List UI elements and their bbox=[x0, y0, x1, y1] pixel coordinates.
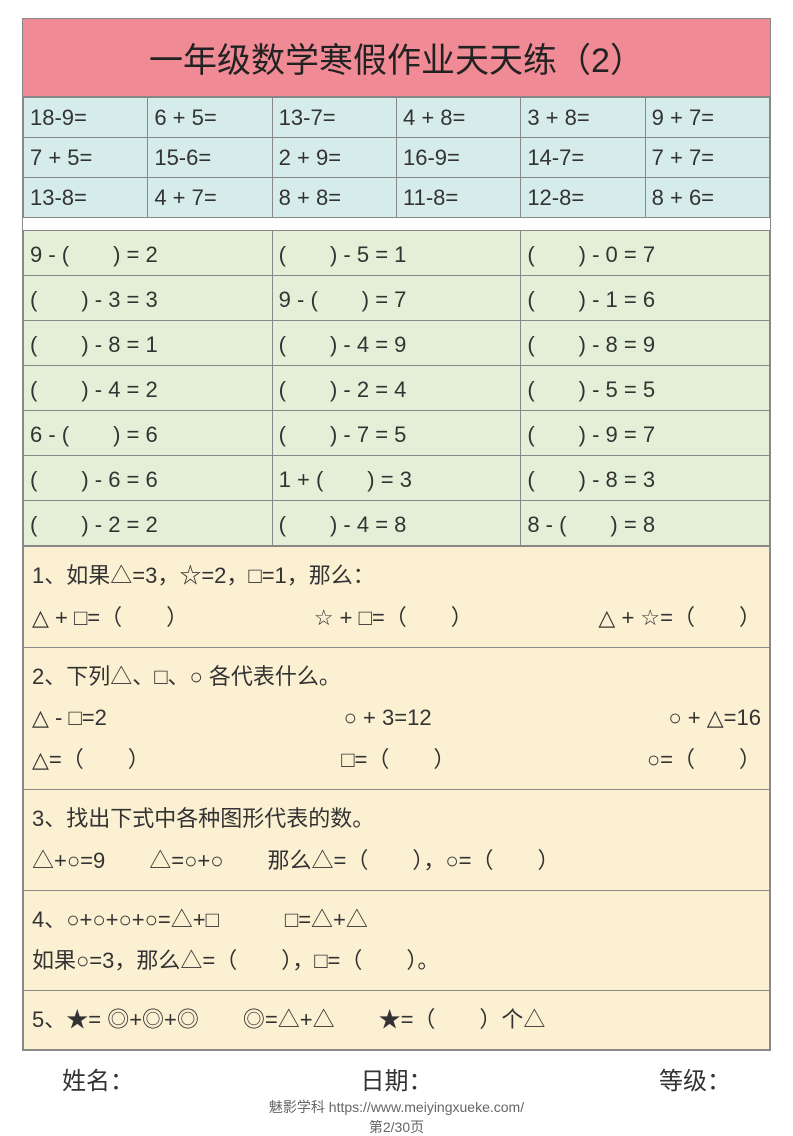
arith-cell: 3 + 8= bbox=[521, 98, 645, 138]
arith-cell: 7 + 7= bbox=[645, 138, 769, 178]
p2-eq: ○ + 3=12 bbox=[344, 697, 432, 739]
arith-cell: 13-8= bbox=[24, 178, 148, 218]
fill-cell: ( ) - 6 = 6 bbox=[24, 456, 273, 501]
p4-line1: 4、○+○+○+○=△+□ □=△+△ bbox=[32, 899, 761, 941]
fill-cell: ( ) - 2 = 2 bbox=[24, 501, 273, 546]
word-problems: 1、如果△=3，☆=2，□=1，那么： △ + □=（ ） ☆ + □=（ ） … bbox=[23, 546, 770, 1050]
arith-cell: 11-8= bbox=[396, 178, 520, 218]
arith-cell: 7 + 5= bbox=[24, 138, 148, 178]
arith-cell: 16-9= bbox=[396, 138, 520, 178]
worksheet: 一年级数学寒假作业天天练（2） 18-9= 6 + 5= 13-7= 4 + 8… bbox=[22, 18, 771, 1051]
p4-line2: 如果○=3，那么△=（ ），□=（ ）。 bbox=[32, 940, 761, 982]
footer-page: 第2/30页 bbox=[22, 1118, 771, 1136]
fill-cell: ( ) - 8 = 9 bbox=[521, 321, 770, 366]
arith-cell: 4 + 8= bbox=[396, 98, 520, 138]
p2-prompt: 2、下列△、□、○ 各代表什么。 bbox=[32, 656, 761, 698]
p1-item: △ + □=（ ） bbox=[32, 597, 188, 639]
p3-prompt: 3、找出下式中各种图形代表的数。 bbox=[32, 798, 761, 840]
fill-cell: ( ) - 7 = 5 bbox=[272, 411, 521, 456]
fill-cell: ( ) - 4 = 9 bbox=[272, 321, 521, 366]
p3-line: △+○=9 △=○+○ 那么△=（ ），○=（ ） bbox=[32, 840, 761, 882]
fill-cell: ( ) - 8 = 1 bbox=[24, 321, 273, 366]
fill-cell: ( ) - 9 = 7 bbox=[521, 411, 770, 456]
fill-cell: ( ) - 3 = 3 bbox=[24, 276, 273, 321]
p2-ans: □=（ ） bbox=[341, 739, 455, 781]
arith-cell: 9 + 7= bbox=[645, 98, 769, 138]
p1-prompt: 1、如果△=3，☆=2，□=1，那么： bbox=[32, 555, 761, 597]
footer-name: 姓名： bbox=[62, 1061, 134, 1096]
fill-cell: ( ) - 2 = 4 bbox=[272, 366, 521, 411]
p2-eq: △ - □=2 bbox=[32, 697, 107, 739]
footer-source: 魅影学科 https://www.meiyingxueke.com/ bbox=[22, 1098, 771, 1116]
fill-cell: 9 - ( ) = 7 bbox=[272, 276, 521, 321]
fillblank-table: 9 - ( ) = 2 ( ) - 5 = 1 ( ) - 0 = 7 ( ) … bbox=[23, 230, 770, 546]
fill-cell: ( ) - 0 = 7 bbox=[521, 231, 770, 276]
p2-ans: ○=（ ） bbox=[647, 739, 761, 781]
problem-1: 1、如果△=3，☆=2，□=1，那么： △ + □=（ ） ☆ + □=（ ） … bbox=[24, 547, 770, 648]
fill-cell: ( ) - 4 = 2 bbox=[24, 366, 273, 411]
arith-cell: 18-9= bbox=[24, 98, 148, 138]
problem-2: 2、下列△、□、○ 各代表什么。 △ - □=2 ○ + 3=12 ○ + △=… bbox=[24, 647, 770, 789]
p1-item: △ + ☆=（ ） bbox=[598, 597, 761, 639]
arith-cell: 8 + 8= bbox=[272, 178, 396, 218]
problem-3: 3、找出下式中各种图形代表的数。 △+○=9 △=○+○ 那么△=（ ），○=（… bbox=[24, 789, 770, 890]
arith-cell: 6 + 5= bbox=[148, 98, 272, 138]
footer-grade: 等级： bbox=[659, 1061, 731, 1096]
arith-cell: 2 + 9= bbox=[272, 138, 396, 178]
arith-cell: 8 + 6= bbox=[645, 178, 769, 218]
p1-item: ☆ + □=（ ） bbox=[314, 597, 473, 639]
worksheet-title: 一年级数学寒假作业天天练（2） bbox=[23, 19, 770, 97]
problem-5: 5、★= ◎+◎+◎ ◎=△+△ ★=（ ）个△ bbox=[24, 991, 770, 1050]
fill-cell: 6 - ( ) = 6 bbox=[24, 411, 273, 456]
arith-cell: 12-8= bbox=[521, 178, 645, 218]
footer-fields: 姓名： 日期： 等级： bbox=[22, 1051, 771, 1096]
arith-cell: 14-7= bbox=[521, 138, 645, 178]
problem-4: 4、○+○+○+○=△+□ □=△+△ 如果○=3，那么△=（ ），□=（ ）。 bbox=[24, 890, 770, 991]
p5-line: 5、★= ◎+◎+◎ ◎=△+△ ★=（ ）个△ bbox=[32, 999, 761, 1041]
fill-cell: ( ) - 1 = 6 bbox=[521, 276, 770, 321]
p2-ans: △=（ ） bbox=[32, 739, 150, 781]
p2-eq: ○ + △=16 bbox=[668, 697, 761, 739]
fill-cell: 8 - ( ) = 8 bbox=[521, 501, 770, 546]
arith-cell: 4 + 7= bbox=[148, 178, 272, 218]
fill-cell: ( ) - 8 = 3 bbox=[521, 456, 770, 501]
arith-cell: 13-7= bbox=[272, 98, 396, 138]
fill-cell: ( ) - 5 = 5 bbox=[521, 366, 770, 411]
arith-cell: 15-6= bbox=[148, 138, 272, 178]
fill-cell: 1 + ( ) = 3 bbox=[272, 456, 521, 501]
fill-cell: 9 - ( ) = 2 bbox=[24, 231, 273, 276]
footer-date: 日期： bbox=[361, 1061, 433, 1096]
fill-cell: ( ) - 5 = 1 bbox=[272, 231, 521, 276]
arithmetic-table: 18-9= 6 + 5= 13-7= 4 + 8= 3 + 8= 9 + 7= … bbox=[23, 97, 770, 218]
fill-cell: ( ) - 4 = 8 bbox=[272, 501, 521, 546]
section-spacer bbox=[23, 218, 770, 230]
